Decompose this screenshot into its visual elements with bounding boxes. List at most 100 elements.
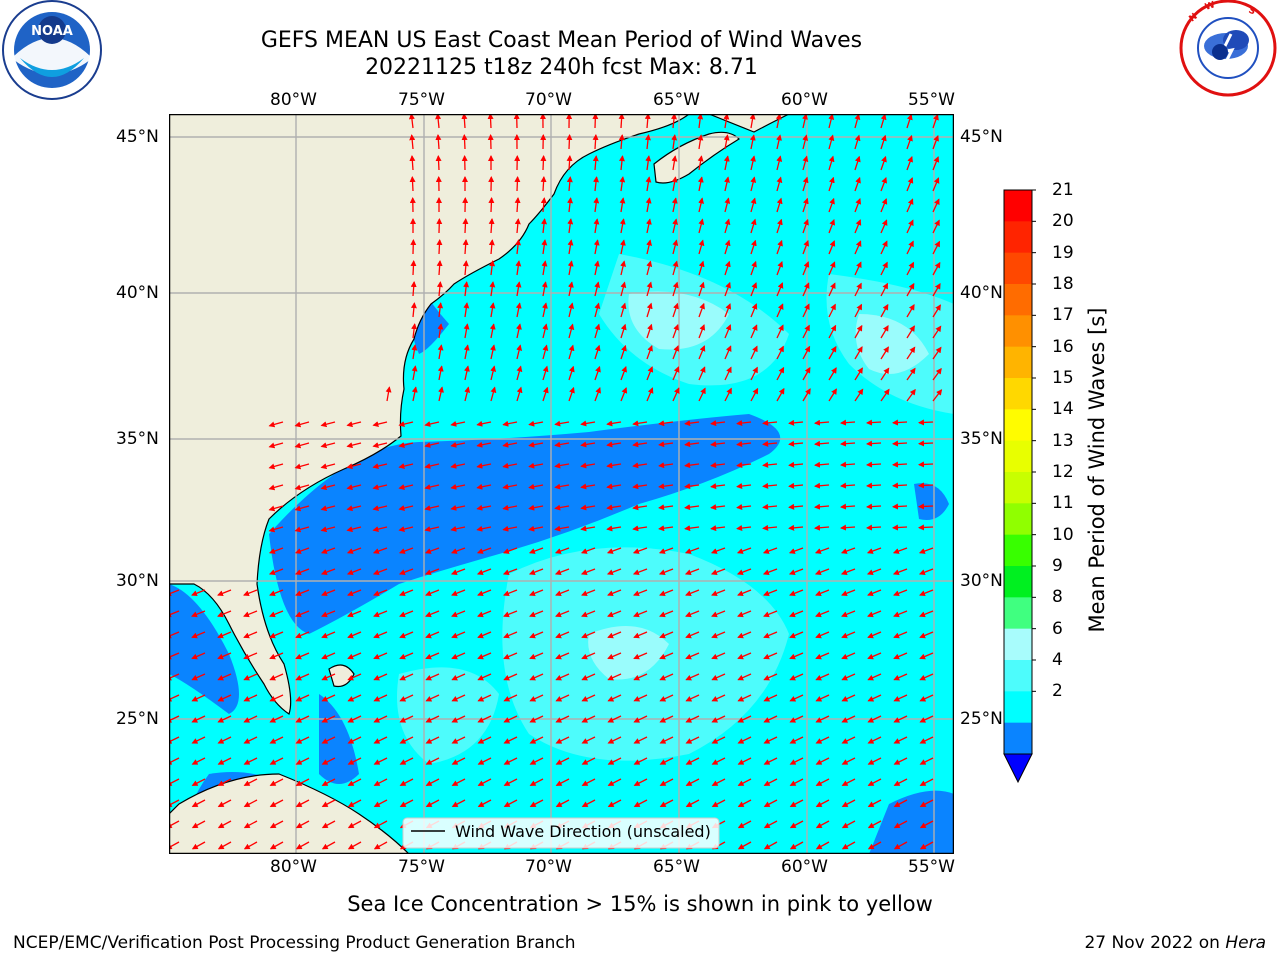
wind-wave-arrow: [867, 715, 882, 723]
wind-wave-arrow: [321, 631, 336, 639]
lat-label-left-45n: 45°N: [116, 127, 159, 147]
wind-wave-arrow: [711, 799, 726, 808]
wind-wave-arrow: [450, 547, 466, 554]
wind-wave-arrow: [424, 547, 440, 554]
wind-wave-arrow: [451, 715, 466, 723]
wind-wave-arrow: [802, 366, 811, 381]
wind-wave-arrow: [580, 420, 596, 427]
wind-wave-arrow: [893, 610, 908, 618]
wind-wave-arrow: [594, 365, 601, 381]
wind-wave-arrow: [411, 386, 418, 402]
wind-wave-arrow: [906, 325, 915, 339]
wind-wave-arrow: [295, 799, 310, 808]
wind-wave-arrow: [658, 568, 674, 576]
wind-wave-arrow: [814, 440, 830, 447]
wind-wave-arrow: [672, 345, 680, 360]
wind-wave-arrow: [893, 631, 908, 639]
wind-wave-arrow: [528, 568, 544, 576]
wind-wave-arrow: [451, 778, 466, 786]
wind-wave-arrow: [697, 176, 704, 192]
wind-wave-arrow: [788, 482, 804, 489]
wind-wave-arrow: [372, 442, 388, 449]
wind-wave-arrow: [854, 324, 863, 339]
wind-wave-arrow: [789, 715, 804, 723]
wind-wave-arrow: [566, 134, 573, 150]
wind-wave-arrow: [854, 346, 863, 360]
wind-wave-arrow: [593, 239, 600, 255]
wind-wave-arrow: [477, 757, 492, 765]
noaa-logo: NOAA: [2, 0, 102, 100]
wind-wave-arrow: [191, 757, 206, 765]
wind-wave-arrow: [684, 568, 700, 576]
wind-wave-arrow: [906, 367, 916, 381]
wind-wave-arrow: [672, 260, 679, 276]
wind-wave-arrow: [802, 197, 809, 213]
wind-wave-arrow: [515, 260, 522, 276]
wind-wave-arrow: [710, 504, 726, 511]
wind-wave-arrow: [581, 694, 596, 702]
wind-wave-arrow: [373, 841, 388, 850]
wind-wave-arrow: [644, 134, 651, 150]
wind-wave-arrow: [724, 218, 731, 234]
wind-wave-arrow: [867, 652, 882, 660]
wind-wave-arrow: [347, 673, 362, 681]
lat-label-left-30n: 30°N: [116, 571, 159, 591]
wind-wave-arrow: [398, 526, 414, 532]
wind-wave-arrow: [347, 799, 362, 808]
lon-label-bottom-55w: 55°W: [908, 857, 955, 877]
wind-wave-arrow: [684, 441, 700, 448]
wind-wave-arrow: [502, 547, 518, 554]
lat-label-left-40n: 40°N: [116, 283, 159, 303]
wind-wave-arrow: [607, 694, 622, 702]
wind-wave-arrow: [399, 589, 414, 597]
wind-wave-arrow: [169, 820, 180, 829]
wind-wave-arrow: [932, 219, 940, 234]
wind-wave-arrow: [880, 261, 888, 276]
wind-wave-arrow: [554, 504, 570, 511]
wind-wave-arrow: [502, 441, 518, 448]
wind-wave-arrow: [321, 673, 336, 681]
wind-wave-arrow: [347, 757, 362, 765]
wind-wave-arrow: [217, 799, 232, 808]
wind-wave-arrow: [217, 757, 232, 765]
wind-wave-arrow: [776, 303, 784, 318]
wind-wave-arrow: [217, 673, 232, 681]
wind-wave-arrow: [736, 420, 752, 427]
wind-wave-arrow: [347, 820, 362, 829]
wind-wave-arrow: [347, 589, 362, 597]
wind-wave-arrow: [606, 525, 622, 532]
wind-wave-arrow: [268, 568, 284, 576]
wind-wave-arrow: [763, 652, 778, 660]
wind-wave-arrow: [697, 155, 704, 171]
wind-wave-arrow: [502, 568, 518, 576]
wind-wave-arrow: [607, 799, 622, 808]
nws-logo: N W S: [1179, 0, 1277, 97]
wind-wave-arrow: [529, 652, 544, 660]
wind-wave-arrow: [320, 526, 336, 533]
wind-wave-arrow: [841, 799, 856, 808]
wind-wave-arrow: [555, 673, 570, 681]
wind-wave-arrow: [932, 240, 941, 255]
wind-wave-arrow: [450, 462, 466, 469]
wind-wave-arrow: [724, 345, 732, 360]
wind-wave-arrow: [906, 155, 913, 171]
wind-wave-arrow: [516, 344, 523, 360]
wind-wave-arrow: [243, 589, 258, 597]
wind-wave-arrow: [645, 197, 652, 213]
wind-wave-arrow: [828, 134, 835, 150]
wind-wave-arrow: [541, 260, 548, 276]
wind-wave-arrow: [841, 694, 856, 702]
wind-wave-arrow: [398, 568, 414, 576]
wind-wave-arrow: [723, 155, 730, 171]
wind-wave-arrow: [710, 483, 726, 490]
wind-wave-arrow: [169, 841, 180, 850]
wind-wave-arrow: [346, 526, 362, 533]
wind-wave-arrow: [606, 568, 622, 576]
wind-wave-arrow: [409, 155, 416, 171]
wind-wave-arrow: [269, 799, 284, 808]
wind-wave-arrow: [880, 198, 888, 213]
wind-wave-arrow: [477, 715, 492, 723]
wind-wave-arrow: [321, 757, 336, 765]
wind-wave-arrow: [815, 757, 830, 765]
wind-wave-arrow: [789, 610, 804, 618]
